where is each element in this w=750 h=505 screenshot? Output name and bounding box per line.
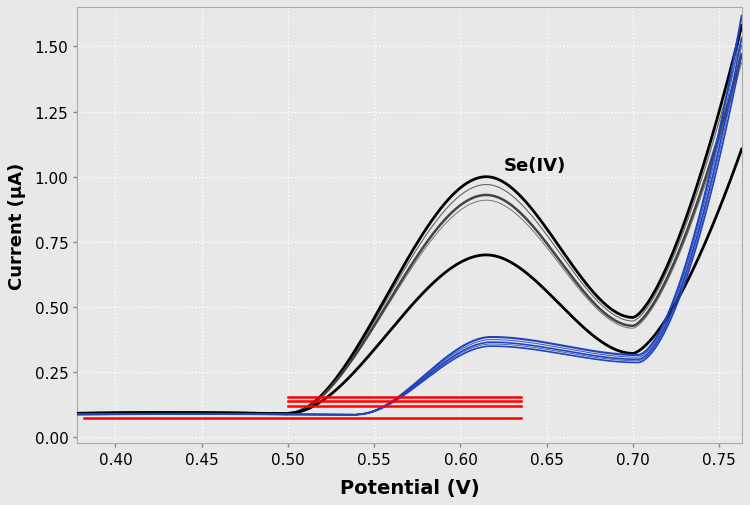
Text: Se(IV): Se(IV)	[503, 157, 566, 175]
X-axis label: Potential (V): Potential (V)	[340, 478, 479, 497]
Y-axis label: Current (μA): Current (μA)	[8, 162, 26, 289]
